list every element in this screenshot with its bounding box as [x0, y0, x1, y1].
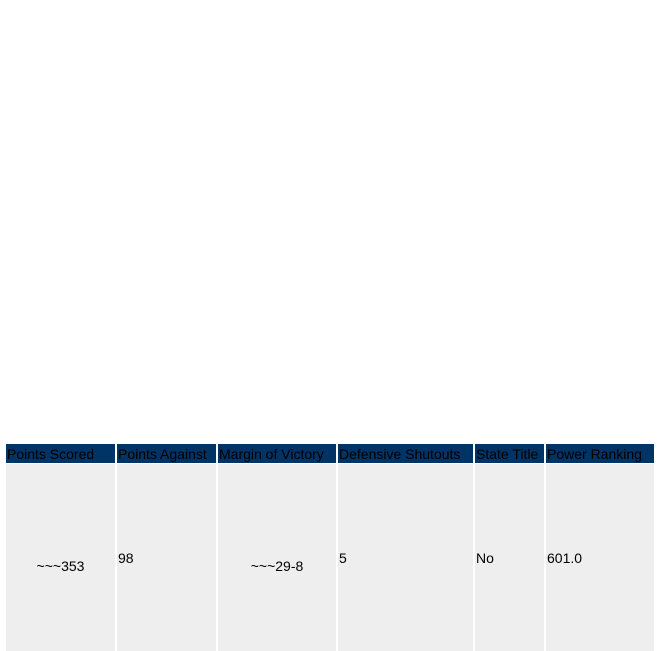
cell: ~~~353: [6, 464, 116, 651]
cell: 5: [337, 464, 474, 651]
header-cell: Margin of Victory: [217, 444, 337, 464]
header-cell: Points Scored: [6, 444, 116, 464]
cell: ~~~29-8: [217, 464, 337, 651]
cell: 98: [116, 464, 217, 651]
data-row: ~~~353 98 ~~~29-8 5 No 601.0: [6, 464, 654, 651]
header-cell: Points Against: [116, 444, 217, 464]
header-cell: Defensive Shutouts: [337, 444, 474, 464]
cell: No: [474, 464, 545, 651]
cell: 601.0: [545, 464, 654, 651]
header-row: Points Scored Points Against Margin of V…: [6, 444, 654, 464]
header-cell: State Title: [474, 444, 545, 464]
header-cell: Power Ranking: [545, 444, 654, 464]
stats-table: Points Scored Points Against Margin of V…: [6, 444, 654, 651]
